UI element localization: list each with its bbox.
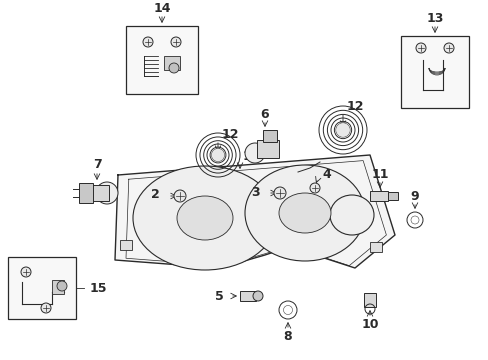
Circle shape bbox=[244, 143, 264, 163]
Ellipse shape bbox=[244, 165, 364, 261]
Circle shape bbox=[41, 303, 51, 313]
Bar bbox=[79, 183, 93, 203]
Text: 11: 11 bbox=[370, 167, 388, 180]
Text: 5: 5 bbox=[215, 289, 224, 302]
Text: 4: 4 bbox=[321, 168, 330, 181]
Text: 2: 2 bbox=[151, 189, 160, 202]
Text: 13: 13 bbox=[426, 12, 443, 24]
Bar bbox=[91, 185, 109, 201]
Circle shape bbox=[57, 281, 67, 291]
Circle shape bbox=[21, 267, 31, 277]
Text: 15: 15 bbox=[90, 282, 107, 294]
Text: 7: 7 bbox=[92, 158, 101, 171]
Bar bbox=[163, 56, 180, 70]
Circle shape bbox=[174, 190, 185, 202]
Polygon shape bbox=[115, 155, 394, 268]
Bar bbox=[263, 130, 276, 142]
Text: 10: 10 bbox=[361, 318, 378, 330]
Text: 6: 6 bbox=[260, 108, 269, 121]
Circle shape bbox=[309, 183, 319, 193]
Circle shape bbox=[443, 43, 453, 53]
Bar bbox=[257, 140, 279, 158]
Bar bbox=[126, 26, 198, 94]
Bar bbox=[400, 36, 468, 108]
Circle shape bbox=[142, 37, 153, 47]
Circle shape bbox=[415, 43, 425, 53]
Ellipse shape bbox=[177, 196, 232, 240]
Text: 12: 12 bbox=[346, 99, 364, 112]
Text: 8: 8 bbox=[283, 329, 292, 342]
Bar bbox=[240, 291, 256, 301]
Circle shape bbox=[169, 63, 179, 73]
Circle shape bbox=[211, 148, 224, 162]
Bar bbox=[120, 240, 132, 250]
Bar bbox=[369, 191, 387, 201]
Bar bbox=[369, 242, 381, 252]
Bar bbox=[387, 192, 397, 200]
Circle shape bbox=[335, 123, 349, 137]
Text: 9: 9 bbox=[410, 189, 418, 202]
Circle shape bbox=[96, 182, 118, 204]
Text: 12: 12 bbox=[222, 127, 239, 140]
Circle shape bbox=[273, 187, 285, 199]
Circle shape bbox=[252, 291, 263, 301]
Circle shape bbox=[171, 37, 181, 47]
Text: 14: 14 bbox=[153, 1, 170, 14]
Text: 3: 3 bbox=[251, 185, 260, 198]
Bar bbox=[8, 257, 76, 319]
Text: 1: 1 bbox=[243, 150, 251, 163]
Bar bbox=[52, 280, 64, 294]
Ellipse shape bbox=[133, 166, 276, 270]
Ellipse shape bbox=[279, 193, 330, 233]
Bar bbox=[363, 293, 375, 307]
Ellipse shape bbox=[329, 195, 373, 235]
